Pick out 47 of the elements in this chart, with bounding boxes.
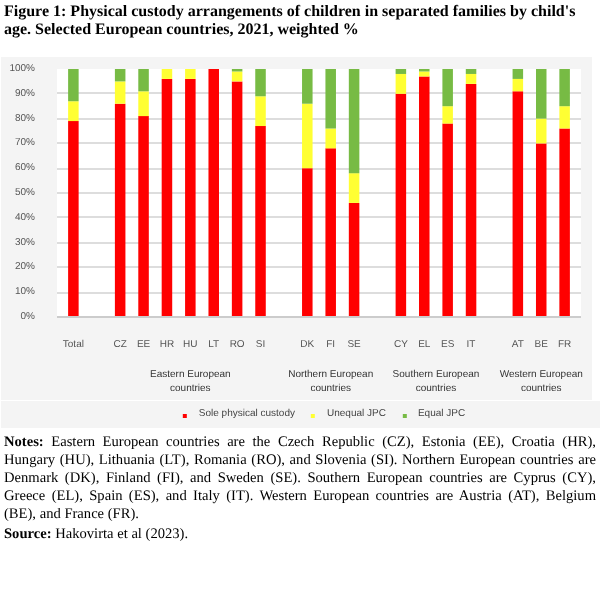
- bar: [535, 143, 547, 317]
- bar: [161, 78, 173, 317]
- chart-title: Figure 1: Physical custody arrangements of children in separated families by child's age. Selected European countries, 2021, weighted %: [4, 2, 576, 38]
- bar: [535, 118, 547, 144]
- bar: [231, 71, 243, 82]
- bar: [465, 73, 477, 84]
- bar: [138, 91, 149, 117]
- bar: [161, 69, 173, 79]
- bar: [348, 173, 360, 203]
- bar: [512, 91, 524, 317]
- bar: [325, 128, 336, 149]
- bar: [68, 69, 79, 102]
- bar: [348, 69, 360, 174]
- bar: [325, 148, 336, 317]
- bar: [114, 103, 126, 317]
- bar: [535, 69, 547, 119]
- bar: [255, 69, 266, 97]
- bar: [395, 73, 407, 94]
- bar: [325, 69, 336, 129]
- bar: [419, 71, 430, 77]
- bar: [68, 101, 79, 122]
- bar: [255, 126, 266, 317]
- bar: [302, 103, 313, 169]
- bar: [231, 81, 243, 317]
- bar: [442, 123, 453, 317]
- bar: [114, 69, 126, 82]
- bar: [138, 116, 149, 317]
- bar: [255, 96, 266, 127]
- bar: [185, 78, 196, 317]
- bar: [208, 69, 219, 317]
- bar: [138, 69, 149, 92]
- bar: [302, 69, 313, 104]
- bar: [559, 128, 570, 317]
- bar: [442, 69, 453, 107]
- bar: [302, 168, 313, 317]
- bar: [512, 78, 524, 92]
- bar: [465, 83, 477, 317]
- bar: [512, 69, 524, 79]
- bar: [559, 69, 570, 107]
- bar: [114, 81, 126, 104]
- bar: [419, 76, 430, 317]
- bar: [348, 202, 360, 317]
- bar: [442, 106, 453, 124]
- bar: [559, 106, 570, 129]
- bar: [395, 93, 407, 317]
- bar: [68, 121, 79, 317]
- bar: [185, 69, 196, 79]
